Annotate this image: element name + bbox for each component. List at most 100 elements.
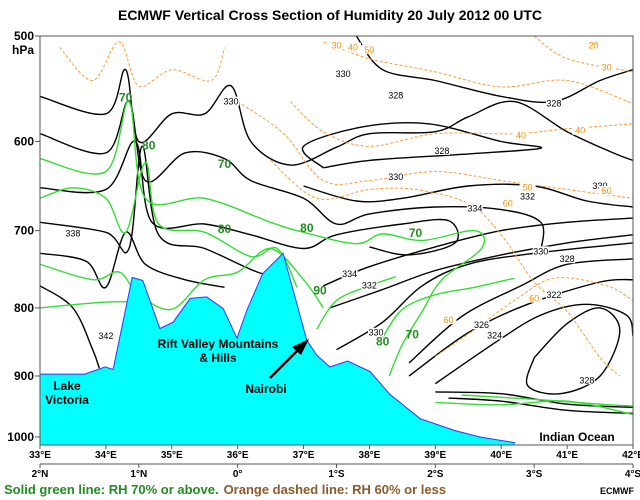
lon-tick-label: 36°E: [227, 450, 249, 461]
y-tick-label: 600: [14, 134, 34, 148]
lon-tick-label: 38°E: [359, 450, 381, 461]
rh-contour-80: [435, 400, 633, 416]
contour-label-rh_low: 40: [575, 126, 585, 136]
contour-label-bg: [387, 171, 404, 181]
contour-label-bg: [499, 198, 516, 208]
contour-label-bg: [486, 330, 503, 340]
contour-label-theta: 332: [362, 280, 377, 290]
theta-contour-334: [323, 217, 633, 287]
rh-low-contour-40: [290, 101, 633, 147]
lon-tick-label: 34°E: [95, 450, 117, 461]
theta-contour-330: [303, 183, 633, 208]
credit-ecmwf: ECMWF: [600, 486, 634, 496]
lat-tick-label: 4°S: [625, 469, 640, 480]
plot-area: 70 80 70 80 80 70 90 80 70 330 338 342 330 328 328 328 3…: [39, 35, 634, 446]
rh-contour-80: [40, 161, 298, 288]
terrain-surface-line: [40, 252, 516, 444]
lat-tick-label: 2°S: [427, 469, 444, 480]
y-axis-unit: hPa: [12, 43, 34, 57]
contour-label-bg: [598, 62, 615, 72]
lon-tick-label: 42°E: [622, 450, 640, 461]
contour-label-bg: [559, 254, 576, 264]
nairobi-arrow: [269, 339, 309, 379]
lon-tick-label: 40°E: [490, 450, 512, 461]
contour-label-rh: 70: [119, 90, 133, 104]
rh-contour-90: [316, 276, 397, 330]
contour-label-bg: [344, 42, 361, 52]
contour-label-bg: [512, 130, 529, 140]
contour-label-bg: [335, 69, 352, 79]
contour-label-theta: 328: [560, 254, 575, 264]
contour-label-theta: 328: [546, 99, 561, 109]
contour-label-bg: [368, 327, 385, 337]
theta-contour-328: [355, 36, 633, 104]
rh-low-contour-60: [435, 277, 633, 357]
y-tick-label: 1000: [7, 430, 34, 444]
contour-label-theta: 342: [98, 331, 113, 341]
lon-tick-label: 37°E: [293, 450, 315, 461]
contour-label-bg: [545, 98, 562, 108]
contour-label-bg: [532, 246, 549, 256]
theta-contour-332: [448, 397, 633, 414]
contour-label-theta: 328: [579, 375, 594, 385]
theta-contour-328: [408, 258, 633, 364]
legend-orange-text: Orange dashed line: RH 60% or less: [224, 482, 447, 497]
contour-label-bg: [578, 375, 595, 385]
contour-label-bg: [592, 180, 609, 190]
theta-contour-330: [336, 242, 633, 351]
rh-low-contour-50: [59, 41, 225, 88]
theta-contour-322: [525, 307, 621, 395]
contour-label-bg: [598, 186, 615, 196]
rh-contour-80: [40, 300, 139, 309]
contour-layer: [40, 36, 633, 416]
contour-label-rh_low: 60: [529, 294, 539, 304]
chart-title: ECMWF Vertical Cross Section of Humidity…: [118, 7, 542, 23]
terrain-profile: [40, 253, 516, 445]
rh-contour-80: [40, 247, 324, 311]
contour-label-bg: [473, 320, 490, 330]
contour-label-rh_low: 20: [588, 40, 598, 50]
contour-label-bg: [545, 289, 562, 299]
contour-labels: 70 80 70 80 80 70 90 80 70 330 338 342 330 328 328 328 3…: [64, 40, 615, 385]
legend-green-text: Solid green line: RH 70% or above.: [4, 482, 219, 497]
contour-label-rh: 80: [300, 221, 314, 235]
contour-label-theta: 330: [593, 181, 608, 191]
contour-label-bg: [440, 315, 457, 325]
y-axis-top-label: 500: [14, 29, 34, 43]
contour-label-rh: 70: [406, 328, 420, 342]
theta-contour-342: [40, 285, 100, 369]
lat-tick-label: 1°N: [130, 469, 147, 480]
rh-low-contour-50: [237, 101, 633, 199]
contour-label-bg: [466, 203, 483, 213]
contour-label-theta: 326: [474, 320, 489, 330]
footer-legend: Solid green line: RH 70% or above. Orange…: [4, 482, 446, 497]
contour-label-bg: [519, 191, 536, 201]
rh-contour-70: [40, 100, 486, 377]
contour-label-rh: 80: [142, 138, 156, 152]
y-tick-label: 700: [14, 224, 34, 238]
lat-tick-label: 2°N: [32, 469, 49, 480]
contour-label-theta: 330: [388, 172, 403, 182]
contour-label-theta: 334: [342, 269, 357, 279]
lon-tick-label: 39°E: [424, 450, 446, 461]
contour-label-bg: [328, 40, 345, 50]
annotation-lake-victoria-line1: Lake: [53, 379, 81, 393]
lon-tick-label: 41°E: [556, 450, 578, 461]
lat-tick-label: 0°: [233, 469, 243, 480]
contour-label-rh_low: 50: [364, 45, 374, 55]
contour-label-rh: 80: [218, 222, 232, 236]
plot-frame: [39, 35, 634, 446]
annotation-indian-ocean: Indian Ocean: [539, 430, 614, 444]
contour-label-theta: 334: [467, 203, 482, 213]
theta-contour-326: [408, 278, 633, 377]
rh-contour-80: [382, 277, 515, 338]
contour-label-rh_low: 50: [602, 186, 612, 196]
y-tick-label: 800: [14, 301, 34, 315]
contour-label-theta: 328: [434, 146, 449, 156]
contour-label-bg: [341, 268, 358, 278]
contour-label-rh_low: 30: [331, 40, 341, 50]
annotation-nairobi: Nairobi: [245, 382, 286, 396]
y-tick-label: 900: [14, 369, 34, 383]
lon-tick-label: 35°E: [161, 450, 183, 461]
